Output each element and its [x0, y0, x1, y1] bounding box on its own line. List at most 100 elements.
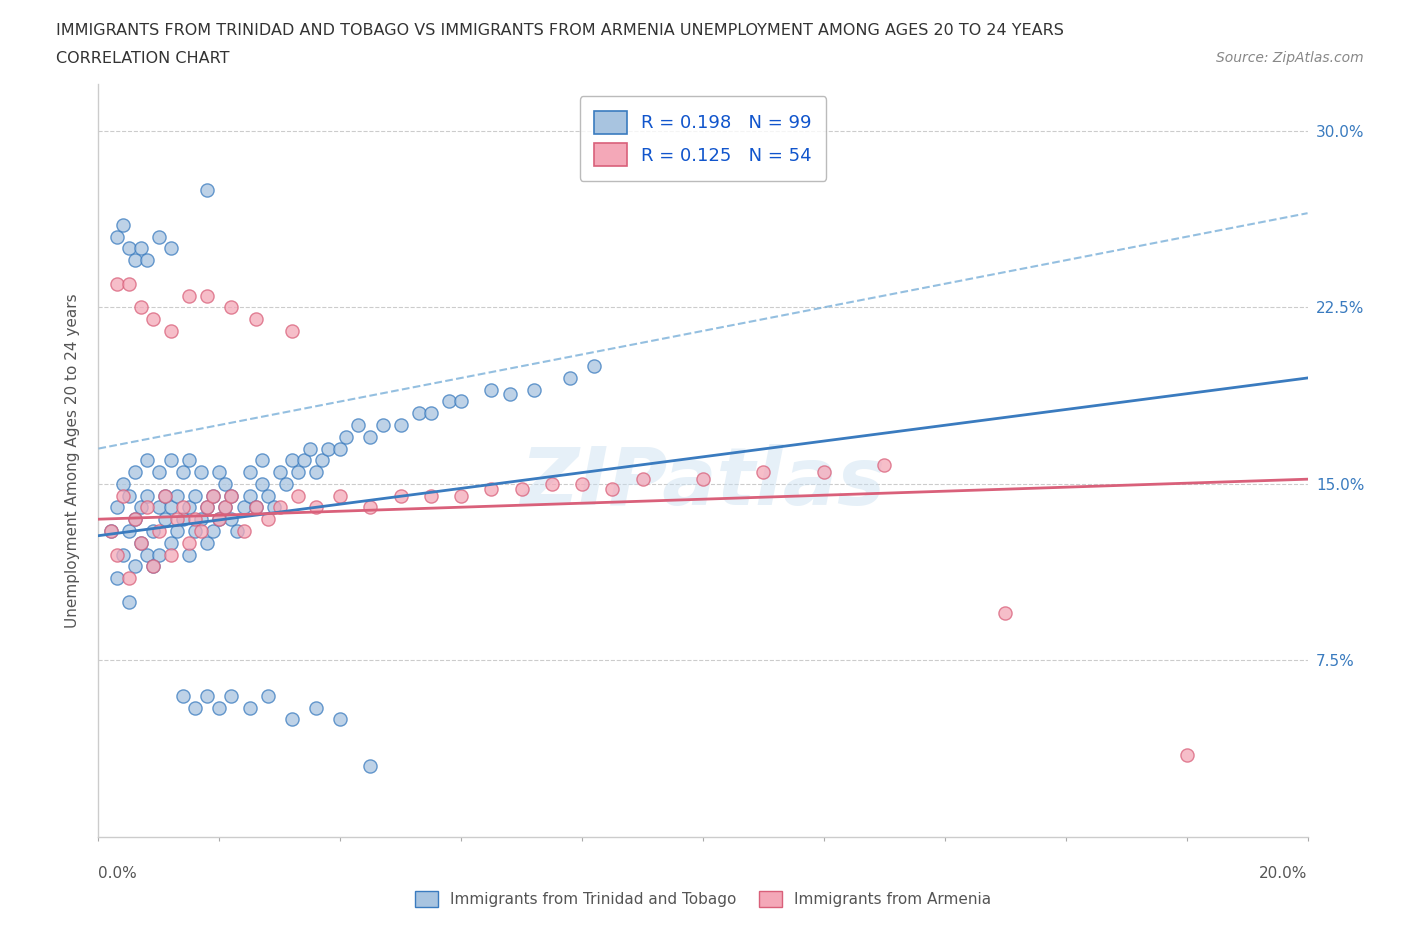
- Point: [160, 547, 183, 562]
- Point: [329, 441, 352, 456]
- Point: [281, 711, 304, 726]
- Point: [208, 465, 231, 480]
- Point: [299, 441, 322, 456]
- Point: [256, 688, 278, 703]
- Point: [287, 488, 309, 503]
- Point: [166, 524, 188, 538]
- Point: [239, 700, 262, 715]
- Point: [263, 500, 285, 515]
- Point: [232, 524, 254, 538]
- Point: [135, 500, 157, 515]
- Point: [129, 536, 152, 551]
- Point: [994, 606, 1017, 621]
- Point: [190, 465, 212, 480]
- Point: [195, 182, 218, 197]
- Legend: Immigrants from Trinidad and Tobago, Immigrants from Armenia: Immigrants from Trinidad and Tobago, Imm…: [409, 884, 997, 913]
- Point: [179, 288, 201, 303]
- Point: [752, 465, 775, 480]
- Point: [571, 476, 593, 491]
- Point: [305, 465, 328, 480]
- Point: [153, 488, 176, 503]
- Point: [239, 465, 262, 480]
- Point: [420, 488, 443, 503]
- Point: [360, 759, 382, 774]
- Point: [142, 559, 165, 574]
- Point: [389, 488, 412, 503]
- Point: [105, 547, 128, 562]
- Point: [202, 488, 225, 503]
- Point: [360, 430, 382, 445]
- Point: [329, 488, 352, 503]
- Point: [129, 299, 152, 314]
- Point: [873, 458, 896, 472]
- Point: [148, 230, 170, 245]
- Point: [184, 524, 207, 538]
- Point: [347, 418, 370, 432]
- Point: [124, 559, 146, 574]
- Point: [172, 500, 194, 515]
- Point: [316, 441, 339, 456]
- Point: [129, 536, 152, 551]
- Point: [100, 524, 122, 538]
- Point: [118, 571, 141, 586]
- Point: [269, 465, 291, 480]
- Point: [437, 394, 460, 409]
- Point: [250, 476, 273, 491]
- Point: [195, 688, 218, 703]
- Point: [389, 418, 412, 432]
- Point: [245, 500, 267, 515]
- Point: [226, 524, 249, 538]
- Point: [450, 488, 472, 503]
- Point: [450, 394, 472, 409]
- Point: [129, 241, 152, 256]
- Text: Source: ZipAtlas.com: Source: ZipAtlas.com: [1216, 51, 1364, 65]
- Y-axis label: Unemployment Among Ages 20 to 24 years: Unemployment Among Ages 20 to 24 years: [65, 293, 80, 628]
- Point: [335, 430, 357, 445]
- Point: [269, 500, 291, 515]
- Point: [250, 453, 273, 468]
- Point: [287, 465, 309, 480]
- Point: [208, 512, 231, 526]
- Point: [221, 488, 243, 503]
- Point: [184, 512, 207, 526]
- Point: [148, 500, 170, 515]
- Text: CORRELATION CHART: CORRELATION CHART: [56, 51, 229, 66]
- Point: [148, 465, 170, 480]
- Point: [329, 711, 352, 726]
- Point: [105, 500, 128, 515]
- Point: [523, 382, 546, 397]
- Point: [214, 500, 236, 515]
- Point: [540, 476, 562, 491]
- Point: [256, 512, 278, 526]
- Point: [105, 230, 128, 245]
- Point: [160, 453, 183, 468]
- Point: [118, 524, 141, 538]
- Point: [274, 476, 297, 491]
- Point: [190, 512, 212, 526]
- Point: [202, 524, 225, 538]
- Point: [481, 481, 503, 496]
- Point: [166, 488, 188, 503]
- Point: [179, 500, 201, 515]
- Point: [256, 488, 278, 503]
- Point: [510, 481, 533, 496]
- Point: [172, 465, 194, 480]
- Text: 0.0%: 0.0%: [98, 867, 138, 882]
- Point: [172, 688, 194, 703]
- Point: [408, 405, 430, 420]
- Point: [124, 253, 146, 268]
- Point: [281, 453, 304, 468]
- Point: [142, 312, 165, 326]
- Point: [111, 218, 134, 232]
- Point: [221, 688, 243, 703]
- Point: [360, 500, 382, 515]
- Point: [692, 472, 714, 486]
- Point: [195, 536, 218, 551]
- Point: [558, 370, 581, 385]
- Point: [160, 536, 183, 551]
- Point: [631, 472, 654, 486]
- Point: [481, 382, 503, 397]
- Point: [135, 253, 157, 268]
- Point: [179, 453, 201, 468]
- Point: [221, 299, 243, 314]
